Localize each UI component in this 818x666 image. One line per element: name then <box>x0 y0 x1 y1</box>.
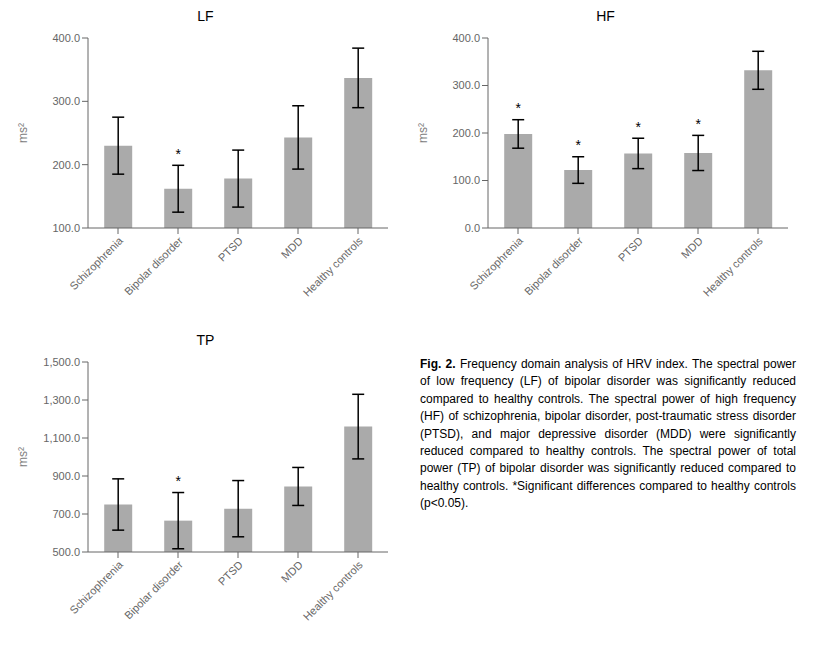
svg-text:1,100.0: 1,100.0 <box>43 432 80 444</box>
svg-text:200.0: 200.0 <box>52 159 80 171</box>
svg-text:Bipolar disorder: Bipolar disorder <box>122 234 185 297</box>
svg-text:Healthy controls: Healthy controls <box>701 234 766 299</box>
svg-text:Schizophrenia: Schizophrenia <box>67 558 125 616</box>
svg-text:PTSD: PTSD <box>216 234 245 263</box>
svg-text:100.0: 100.0 <box>52 222 80 234</box>
svg-text:MDD: MDD <box>679 234 705 260</box>
svg-text:*: * <box>575 137 581 153</box>
svg-text:*: * <box>175 146 181 162</box>
svg-text:*: * <box>175 473 181 489</box>
svg-text:400.0: 400.0 <box>452 32 480 44</box>
svg-text:1,500.0: 1,500.0 <box>43 356 80 368</box>
svg-text:ms²: ms² <box>16 447 30 467</box>
svg-text:PTSD: PTSD <box>616 234 645 263</box>
svg-text:*: * <box>635 119 641 135</box>
svg-text:MDD: MDD <box>279 234 305 260</box>
svg-text:500.0: 500.0 <box>52 546 80 558</box>
svg-text:300.0: 300.0 <box>452 79 480 91</box>
svg-text:1,300.0: 1,300.0 <box>43 394 80 406</box>
svg-text:700.0: 700.0 <box>52 508 80 520</box>
svg-text:Bipolar disorder: Bipolar disorder <box>522 234 585 297</box>
svg-text:Bipolar disorder: Bipolar disorder <box>122 558 185 621</box>
svg-text:200.0: 200.0 <box>452 127 480 139</box>
svg-text:100.0: 100.0 <box>452 174 480 186</box>
html-text:HF: HF <box>596 8 615 24</box>
svg-text:Schizophrenia: Schizophrenia <box>467 234 525 292</box>
svg-text:Healthy controls: Healthy controls <box>301 234 366 299</box>
svg-text:MDD: MDD <box>279 558 305 584</box>
html-text:TP: TP <box>196 332 215 348</box>
svg-text:*: * <box>695 116 701 132</box>
svg-text:0.0: 0.0 <box>465 222 480 234</box>
svg-text:Healthy controls: Healthy controls <box>301 558 366 623</box>
html-text:Fig. 2. Frequency domain analy: Fig. 2. Frequency domain analysis of HRV… <box>420 357 796 511</box>
html-text:LF: LF <box>197 8 214 24</box>
svg-text:300.0: 300.0 <box>52 95 80 107</box>
svg-text:400.0: 400.0 <box>52 32 80 44</box>
svg-text:ms²: ms² <box>416 123 430 143</box>
svg-text:PTSD: PTSD <box>216 558 245 587</box>
svg-text:Schizophrenia: Schizophrenia <box>67 234 125 292</box>
svg-text:*: * <box>515 100 521 116</box>
svg-text:900.0: 900.0 <box>52 470 80 482</box>
svg-text:ms²: ms² <box>16 123 30 143</box>
